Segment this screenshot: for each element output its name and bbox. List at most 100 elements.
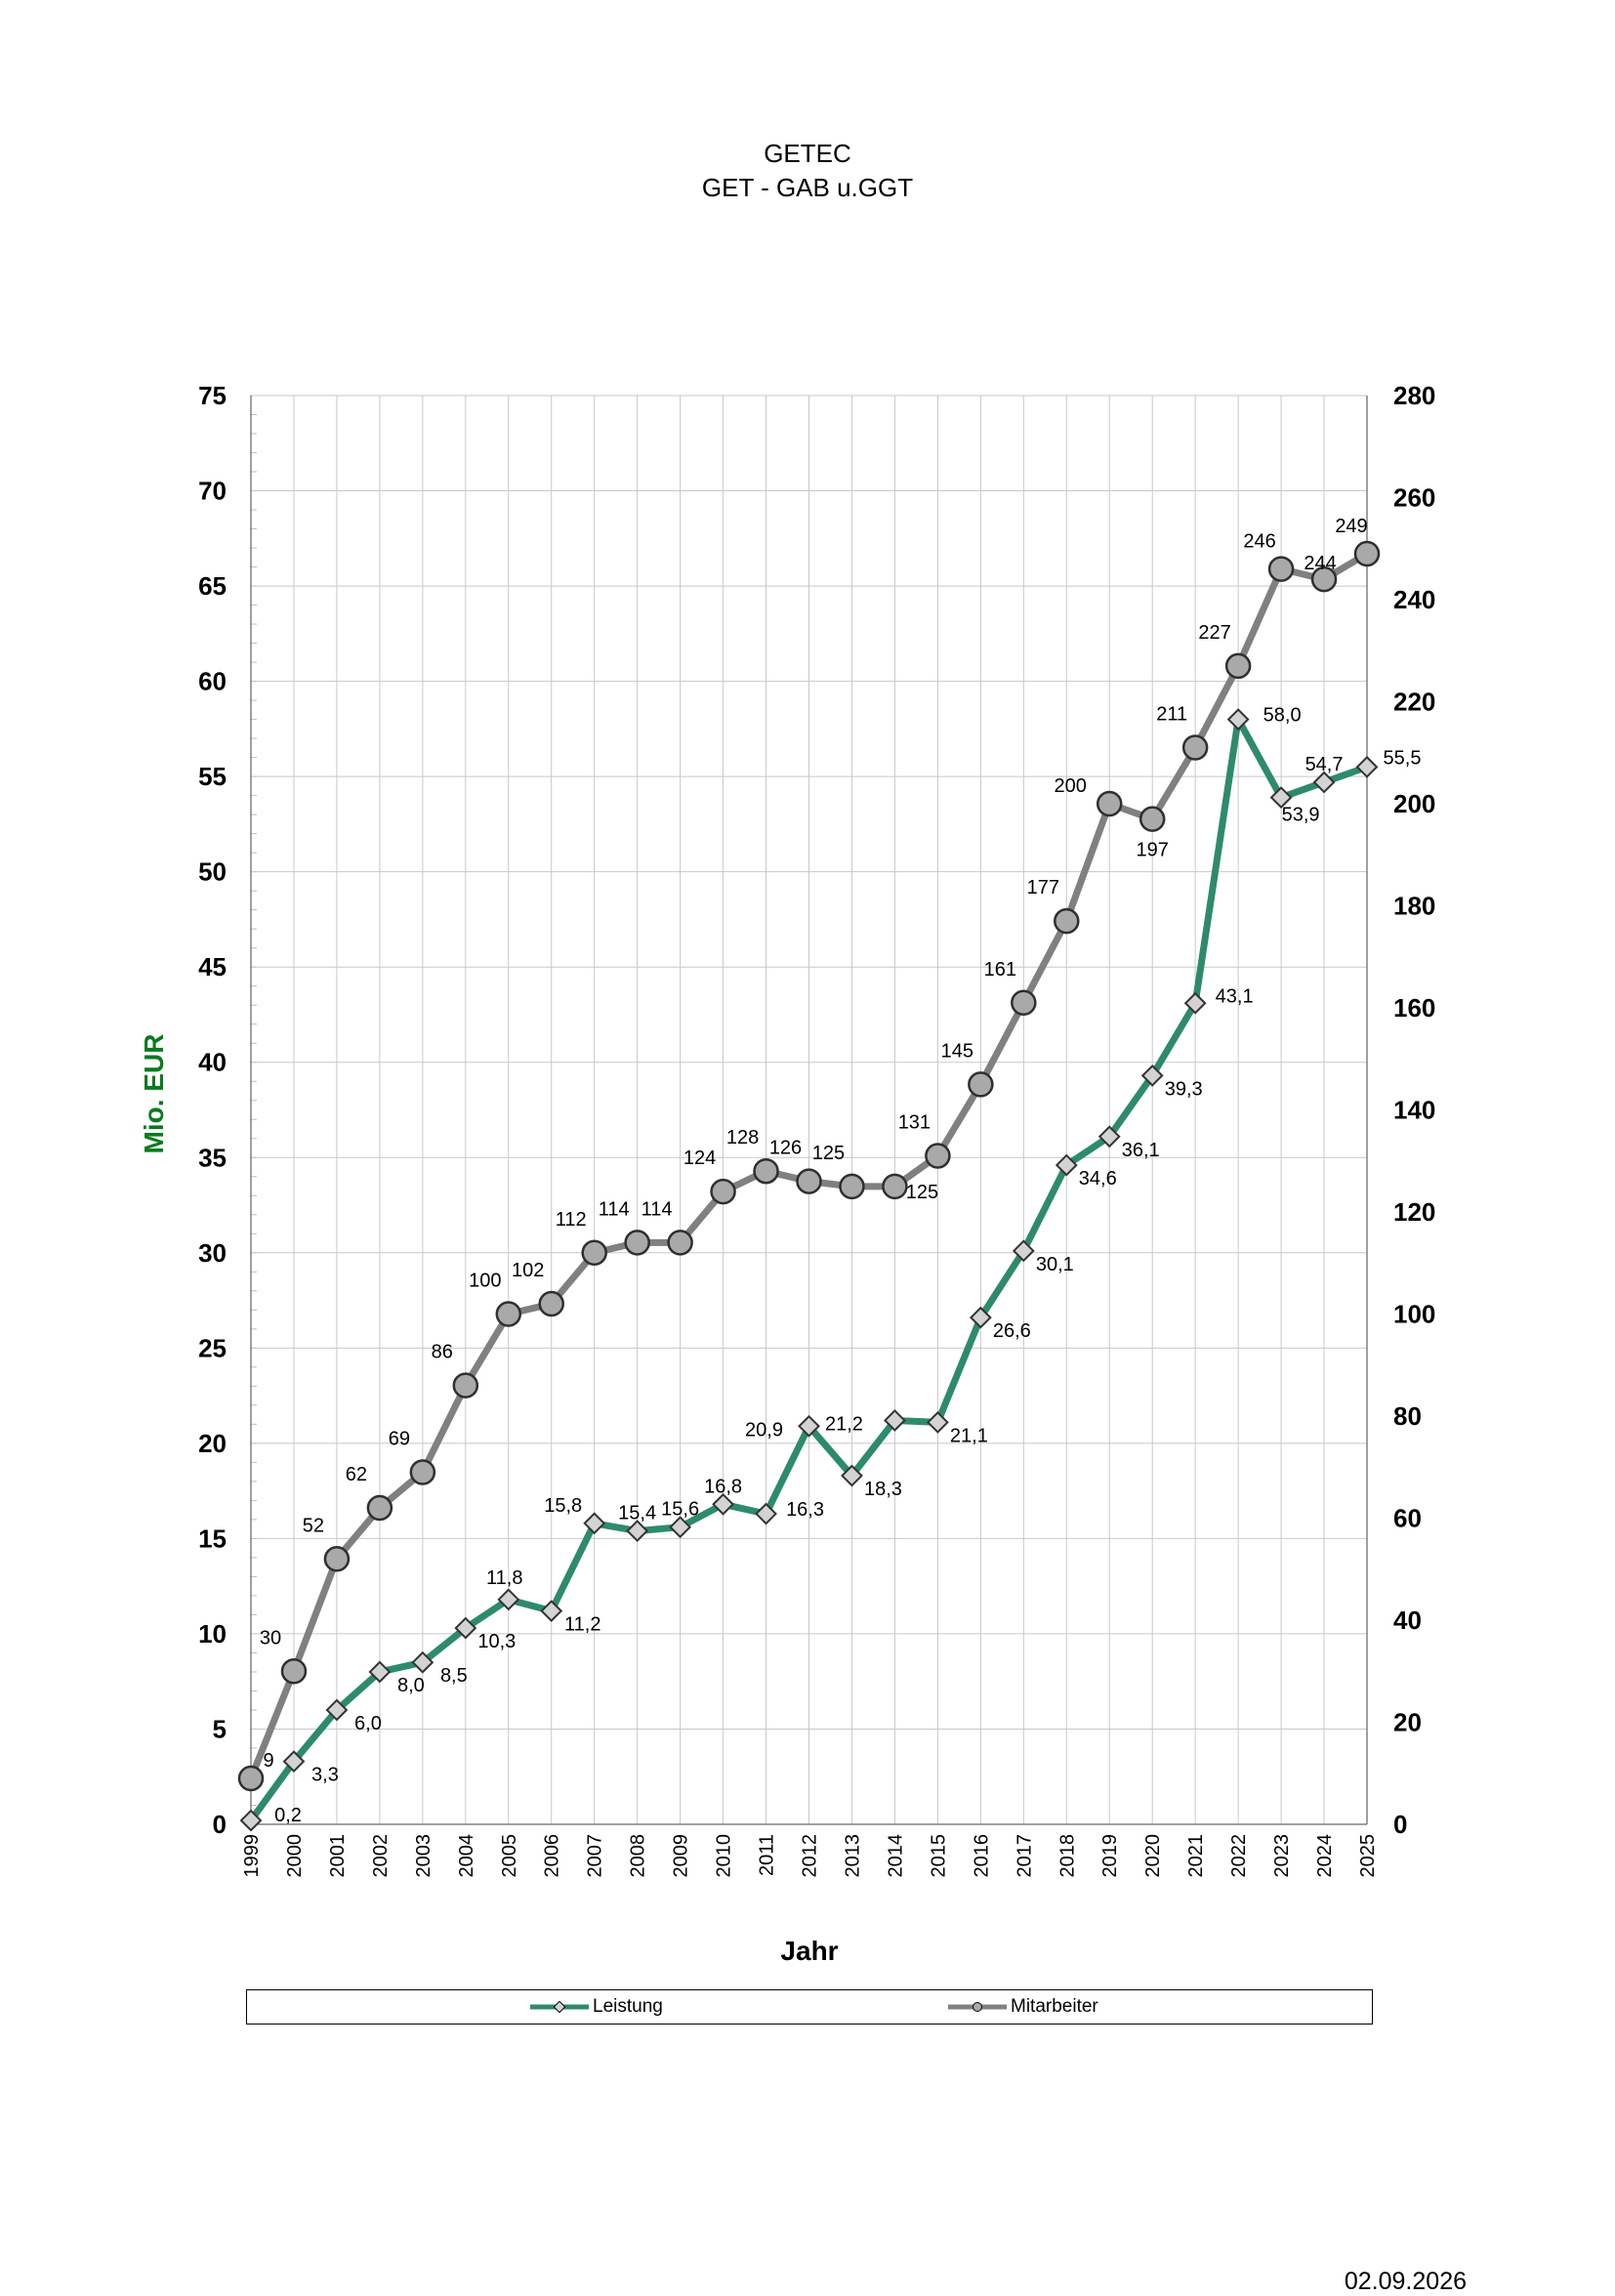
data-label-leistung: 55,5 (1384, 747, 1422, 769)
x-tick-label: 2023 (1271, 1834, 1293, 1878)
marker-mitarbeiter (409, 1459, 436, 1485)
y2-tick-label: 220 (1393, 688, 1435, 717)
marker-leistung (1012, 1239, 1035, 1263)
y2-tick-label: 280 (1393, 381, 1435, 410)
data-label-leistung: 36,1 (1122, 1140, 1160, 1161)
marker-leistung (1312, 771, 1336, 794)
y-tick-label: 15 (198, 1524, 227, 1553)
marker-leistung (626, 1520, 649, 1543)
data-label-mitarbeiter: 62 (346, 1464, 367, 1485)
marker-mitarbeiter (237, 1765, 265, 1792)
y2-tick-label: 20 (1393, 1708, 1422, 1737)
data-label-leistung: 3,3 (311, 1765, 339, 1786)
y-tick-label: 65 (198, 571, 227, 601)
data-label-leistung: 8,0 (397, 1675, 425, 1696)
marker-leistung (755, 1502, 777, 1525)
marker-leistung (969, 1306, 992, 1329)
y-tick-label: 70 (198, 477, 227, 506)
x-tick-label: 2006 (542, 1834, 563, 1878)
y-tick-label: 30 (198, 1238, 227, 1268)
x-tick-label: 2016 (971, 1834, 992, 1878)
x-tick-label: 2009 (671, 1834, 692, 1878)
data-label-mitarbeiter: 200 (1055, 775, 1087, 797)
x-tick-label: 2013 (842, 1834, 863, 1878)
y2-tick-label: 200 (1393, 789, 1435, 818)
data-label-mitarbeiter: 86 (432, 1342, 453, 1363)
marker-leistung (1097, 1125, 1121, 1148)
marker-mitarbeiter (710, 1178, 736, 1205)
data-label-mitarbeiter: 249 (1335, 516, 1367, 537)
axes: 0510152025303540455055606570750204060801… (198, 381, 1435, 1878)
print-date: 02.09.2026 (1344, 2268, 1467, 2295)
data-label-mitarbeiter: 145 (941, 1040, 973, 1062)
marker-leistung (1183, 991, 1207, 1015)
marker-mitarbeiter (925, 1143, 951, 1169)
y-axis-title: Mio. EUR (139, 1034, 169, 1154)
data-label-mitarbeiter: 102 (512, 1260, 544, 1281)
data-label-leistung: 26,6 (993, 1320, 1031, 1342)
y-tick-label: 55 (198, 762, 227, 791)
marker-mitarbeiter (366, 1494, 393, 1522)
x-tick-label: 2024 (1314, 1834, 1336, 1878)
marker-leistung (282, 1750, 306, 1774)
x-tick-label: 2017 (1014, 1834, 1035, 1878)
marker-mitarbeiter (1267, 556, 1295, 582)
y2-tick-label: 0 (1393, 1810, 1407, 1839)
data-label-mitarbeiter: 125 (906, 1182, 938, 1203)
legend-item-leistung: Leistung (530, 1996, 663, 2017)
marker-leistung (884, 1409, 906, 1432)
y2-tick-label: 260 (1393, 483, 1435, 513)
data-label-leistung: 11,8 (486, 1567, 522, 1589)
y-tick-label: 10 (198, 1619, 227, 1649)
y2-tick-label: 140 (1393, 1096, 1435, 1125)
data-label-mitarbeiter: 100 (469, 1271, 501, 1292)
data-label-leistung: 58,0 (1263, 705, 1302, 727)
chart-title: GETEC (764, 139, 851, 168)
marker-leistung (239, 1809, 263, 1832)
legend-item-mitarbeiter: Mitarbeiter (948, 1996, 1098, 2017)
y-tick-label: 45 (198, 952, 227, 981)
y2-tick-label: 120 (1393, 1197, 1435, 1227)
data-label-leistung: 16,8 (704, 1476, 742, 1497)
x-tick-label: 2021 (1185, 1834, 1207, 1878)
x-tick-label: 1999 (241, 1834, 263, 1878)
y-tick-label: 50 (198, 857, 227, 887)
y-tick-label: 25 (198, 1333, 227, 1362)
legend-swatch-mitarbeiter (948, 2002, 1007, 2012)
marker-leistung (1055, 1153, 1078, 1177)
data-label-mitarbeiter: 114 (642, 1198, 673, 1220)
data-label-leistung: 6,0 (354, 1713, 382, 1734)
marker-leistung (669, 1516, 692, 1539)
data-label-mitarbeiter: 124 (683, 1148, 716, 1169)
marker-mitarbeiter (753, 1157, 779, 1185)
marker-mitarbeiter (624, 1230, 650, 1256)
legend-swatch-leistung (530, 2001, 589, 2013)
x-tick-label: 2000 (284, 1834, 306, 1878)
marker-leistung (454, 1616, 477, 1640)
y2-tick-label: 80 (1393, 1401, 1422, 1431)
marker-leistung (1140, 1064, 1164, 1087)
x-tick-label: 2004 (456, 1834, 477, 1878)
marker-mitarbeiter (1011, 989, 1037, 1017)
x-tick-label: 2020 (1142, 1834, 1164, 1878)
marker-mitarbeiter (452, 1372, 479, 1398)
data-label-leistung: 11,2 (564, 1614, 600, 1636)
y-tick-label: 20 (198, 1429, 227, 1458)
data-label-leistung: 15,8 (544, 1495, 582, 1517)
marker-leistung (1355, 755, 1379, 778)
marker-mitarbeiter (581, 1239, 607, 1267)
x-tick-label: 2012 (800, 1834, 821, 1878)
y2-tick-label: 60 (1393, 1504, 1422, 1533)
marker-leistung (583, 1512, 606, 1535)
series-layer (237, 540, 1381, 1832)
x-tick-label: 2025 (1357, 1834, 1379, 1878)
marker-mitarbeiter (1096, 790, 1123, 817)
data-label-leistung: 16,3 (786, 1499, 824, 1521)
data-label-leistung: 43,1 (1216, 985, 1254, 1007)
data-label-leistung: 21,1 (950, 1425, 988, 1446)
marker-mitarbeiter (1224, 652, 1252, 680)
data-label-mitarbeiter: 128 (726, 1127, 759, 1148)
x-tick-label: 2008 (628, 1834, 649, 1878)
marker-mitarbeiter (667, 1230, 693, 1256)
marker-leistung (368, 1660, 392, 1684)
